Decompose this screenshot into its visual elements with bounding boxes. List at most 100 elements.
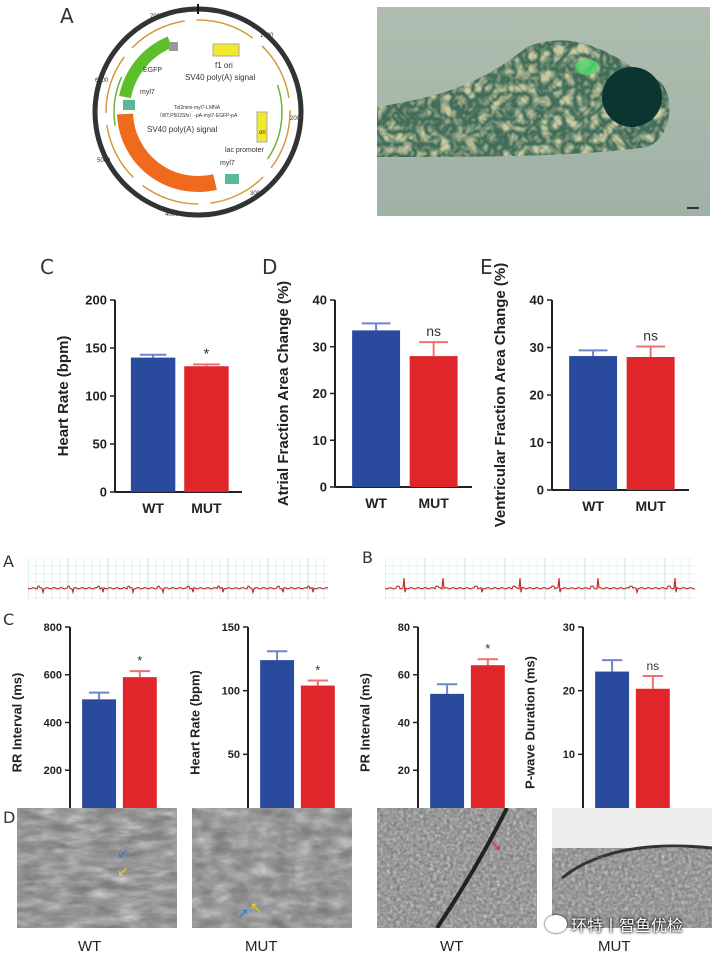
y-axis-label: Atrial Fraction Area Change (%) bbox=[275, 281, 292, 506]
y-tick-label: 0 bbox=[100, 485, 107, 500]
panel-label-ecg-a: A bbox=[3, 552, 14, 571]
y-tick-label: 30 bbox=[563, 622, 575, 634]
feature-label: EGFP bbox=[143, 67, 162, 74]
svg-text:→: → bbox=[592, 847, 606, 863]
feature-label: LMNA bbox=[165, 162, 185, 169]
tick-label: 7000 bbox=[150, 14, 164, 20]
svg-text:↙: ↙ bbox=[117, 863, 129, 879]
y-axis-label: Ventricular Fraction Area Change (%) bbox=[492, 263, 509, 528]
svg-text:↖: ↖ bbox=[250, 899, 262, 915]
y-tick-label: 10 bbox=[563, 749, 575, 761]
y-axis-label: Heart Rate (bpm) bbox=[188, 670, 203, 775]
y-axis-label: Heart Rate (bpm) bbox=[55, 336, 72, 457]
plasmid-map: Tol2mini-myl7-LMNA （WT,P502Sfs）-pA-myl7-… bbox=[92, 4, 304, 218]
y-tick-label: 600 bbox=[44, 670, 62, 682]
watermark-text: 环特丨智鱼优检 bbox=[571, 918, 684, 935]
ecg-trace-mut bbox=[385, 558, 695, 600]
y-tick-label: 800 bbox=[44, 622, 62, 634]
bar-wt bbox=[352, 330, 401, 487]
wechat-icon bbox=[545, 915, 567, 933]
y-tick-label: 60 bbox=[398, 670, 410, 682]
panel-label-tem-d: D bbox=[3, 808, 16, 827]
feature-label: lac promoter bbox=[225, 147, 265, 154]
feature-label: ori bbox=[259, 130, 266, 136]
significance-label: * bbox=[204, 345, 210, 362]
significance-label: * bbox=[137, 653, 142, 668]
y-axis-label: P-wave Duration (ms) bbox=[523, 656, 538, 789]
bar-mut bbox=[122, 677, 157, 818]
y-tick-label: 30 bbox=[530, 340, 544, 355]
tem-label: MUT bbox=[598, 938, 631, 955]
bar-wt bbox=[430, 693, 465, 818]
svg-text:↘: ↘ bbox=[490, 837, 502, 853]
significance-label: * bbox=[315, 662, 320, 677]
x-tick-label: WT bbox=[365, 495, 387, 511]
y-axis-label: PR Interval (ms) bbox=[358, 673, 373, 772]
y-tick-label: 20 bbox=[313, 386, 327, 401]
plasmid-name-1: Tol2mini-myl7-LMNA bbox=[174, 105, 221, 111]
svg-text:↙: ↙ bbox=[117, 845, 129, 861]
tem-image-wt-muscle: ↙ ↙ bbox=[17, 808, 177, 928]
tick-label: 1000 bbox=[260, 33, 274, 39]
x-tick-label: MUT bbox=[635, 498, 666, 514]
bar-wt bbox=[82, 699, 117, 818]
y-tick-label: 50 bbox=[228, 749, 240, 761]
y-tick-label: 150 bbox=[222, 622, 240, 634]
x-tick-label: WT bbox=[142, 500, 164, 516]
y-tick-label: 80 bbox=[398, 622, 410, 634]
feature-label: SV40 poly(A) signal bbox=[147, 125, 217, 134]
bar-mut bbox=[300, 685, 335, 818]
panel-label-c: C bbox=[40, 255, 54, 279]
y-tick-label: 0 bbox=[537, 483, 544, 498]
x-tick-label: MUT bbox=[191, 500, 222, 516]
panel-label-e: E bbox=[480, 255, 493, 279]
tem-image-mut-nuclear: → bbox=[552, 808, 712, 928]
plasmid-name-2: （WT,P502Sfs）-pA-myl7-EGFP-pA bbox=[157, 113, 238, 119]
significance-label: * bbox=[485, 641, 490, 656]
significance-label: ns bbox=[646, 659, 659, 673]
ecg-waveform bbox=[28, 585, 328, 595]
feature-label: myl7 bbox=[220, 160, 235, 167]
chart-atrial-fac: 0 10 20 30 40 Atrial Fraction Area Change (%)… bbox=[275, 281, 480, 517]
watermark: 环特丨智鱼优检 bbox=[545, 912, 683, 936]
y-tick-label: 30 bbox=[313, 339, 327, 354]
y-tick-label: 100 bbox=[222, 686, 240, 698]
y-tick-label: 10 bbox=[530, 435, 544, 450]
tem-label: WT bbox=[440, 938, 464, 955]
y-tick-label: 50 bbox=[93, 437, 107, 452]
y-tick-label: 0 bbox=[320, 480, 327, 495]
bar-mut bbox=[470, 665, 505, 818]
bar-mut bbox=[409, 356, 458, 487]
tem-label: WT bbox=[78, 938, 102, 955]
panel-label-d: D bbox=[262, 255, 278, 279]
zebrafish-micrograph bbox=[377, 7, 710, 216]
panel-label-ecg-b: B bbox=[362, 548, 373, 567]
significance-label: ns bbox=[643, 328, 658, 344]
y-tick-label: 20 bbox=[398, 765, 410, 777]
tick-label: 6000 bbox=[95, 78, 109, 84]
bar-wt bbox=[569, 356, 618, 490]
bar-mut bbox=[626, 357, 675, 490]
panel-label-ecg-c: C bbox=[3, 610, 15, 629]
panel-label-a: A bbox=[60, 4, 74, 28]
tick-label: 5000 bbox=[97, 158, 111, 164]
y-tick-label: 150 bbox=[85, 341, 107, 356]
y-tick-label: 10 bbox=[313, 433, 327, 448]
y-tick-label: 40 bbox=[398, 717, 410, 729]
y-tick-label: 200 bbox=[44, 765, 62, 777]
y-tick-label: 40 bbox=[530, 293, 544, 308]
feature-label: myl7 bbox=[140, 89, 155, 96]
x-tick-label: MUT bbox=[418, 495, 449, 511]
tick-label: 2000 bbox=[290, 116, 304, 122]
bar-wt bbox=[130, 357, 176, 492]
ecg-waveform bbox=[385, 578, 695, 595]
tick-label: 4000 bbox=[165, 212, 179, 218]
y-axis-label: RR Interval (ms) bbox=[10, 673, 25, 773]
bar-wt bbox=[260, 660, 295, 818]
y-tick-label: 100 bbox=[85, 389, 107, 404]
feature-label: f1 ori bbox=[215, 61, 233, 70]
tem-image-mut-muscle: ↗ ↖ bbox=[192, 808, 352, 928]
bar-mut bbox=[635, 688, 670, 818]
svg-text:↗: ↗ bbox=[237, 905, 249, 921]
